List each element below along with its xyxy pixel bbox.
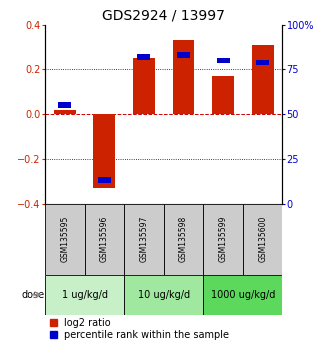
Bar — [256, 59, 269, 65]
Text: dose: dose — [21, 290, 44, 300]
Text: 1 ug/kg/d: 1 ug/kg/d — [62, 290, 108, 300]
Text: 1000 ug/kg/d: 1000 ug/kg/d — [211, 290, 275, 300]
Bar — [54, 110, 76, 114]
Bar — [93, 114, 115, 188]
Bar — [203, 204, 243, 275]
Bar — [45, 275, 124, 315]
Bar — [217, 58, 230, 63]
Bar — [124, 204, 164, 275]
Bar — [203, 275, 282, 315]
Bar — [212, 76, 234, 114]
Bar — [243, 204, 282, 275]
Bar — [58, 102, 71, 108]
Bar — [133, 58, 155, 114]
Text: GSM135599: GSM135599 — [219, 216, 228, 262]
Text: GSM135600: GSM135600 — [258, 216, 267, 262]
Bar — [177, 52, 190, 58]
Bar — [173, 40, 195, 114]
Bar — [164, 204, 203, 275]
Text: GSM135595: GSM135595 — [60, 216, 69, 262]
Text: GSM135597: GSM135597 — [139, 216, 148, 262]
Bar — [252, 45, 273, 114]
Bar — [124, 275, 203, 315]
Bar — [45, 204, 84, 275]
Text: GSM135598: GSM135598 — [179, 216, 188, 262]
Bar — [84, 204, 124, 275]
Title: GDS2924 / 13997: GDS2924 / 13997 — [102, 8, 225, 22]
Bar — [98, 177, 111, 183]
Bar — [137, 54, 151, 60]
Text: GSM135596: GSM135596 — [100, 216, 109, 262]
Legend: log2 ratio, percentile rank within the sample: log2 ratio, percentile rank within the s… — [50, 318, 230, 340]
Text: 10 ug/kg/d: 10 ug/kg/d — [138, 290, 190, 300]
